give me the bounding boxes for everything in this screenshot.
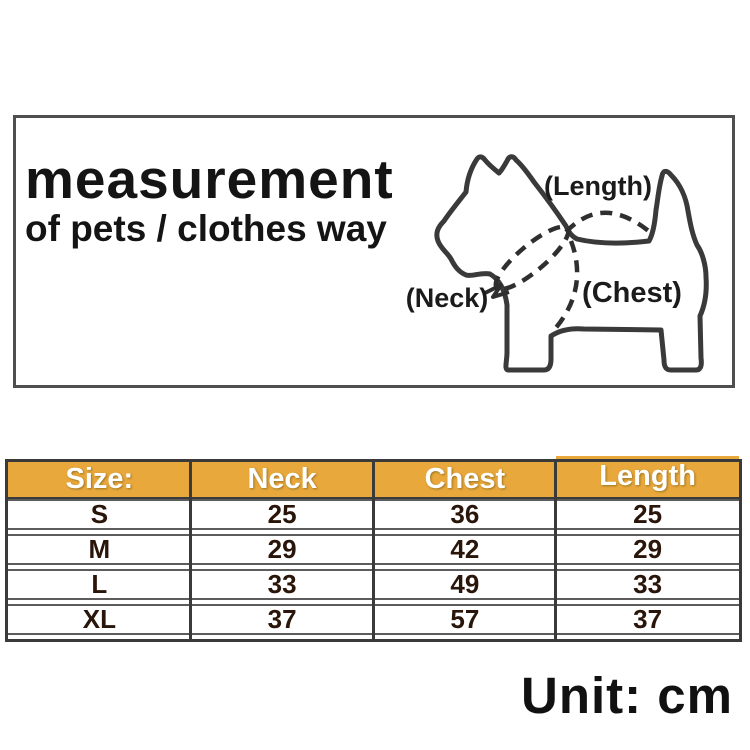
table-cell-size: XL — [82, 604, 116, 634]
header-cell-chest: Chest — [373, 462, 557, 497]
table-cell-chest: 36 — [450, 499, 480, 529]
chest-label: (Chest) — [582, 277, 682, 309]
table-cell-length: 29 — [633, 534, 663, 564]
header-cell-length: Length — [556, 456, 739, 497]
length-label: (Length) — [544, 171, 652, 201]
table-cell-length: 25 — [633, 499, 663, 529]
table-cell-chest: 42 — [450, 534, 480, 564]
table-cell-length: 33 — [633, 569, 663, 599]
unit-note: Unit: cm — [521, 667, 733, 724]
table-cell-chest: 57 — [450, 604, 480, 634]
table-cell-size: S — [90, 499, 109, 529]
table-cell-length: 37 — [633, 604, 663, 634]
neck-label: (Neck) — [406, 283, 489, 313]
header-cell-size: Size: — [8, 462, 191, 497]
table-cell-size: L — [91, 569, 108, 599]
table-cell-neck: 37 — [267, 604, 297, 634]
panel-title: measurement — [25, 148, 394, 210]
table-cell-neck: 25 — [267, 499, 297, 529]
table-cell-size: M — [88, 534, 111, 564]
column-divider — [188, 462, 192, 639]
neck-line-end-hook — [484, 283, 510, 299]
chest-measure-line — [552, 240, 580, 332]
table-cell-neck: 29 — [267, 534, 297, 564]
table-cell-neck: 33 — [267, 569, 297, 599]
dog-measurement-diagram: (Length) (Neck) (Chest) — [406, 154, 709, 373]
size-chart-table: Size: Neck Chest Length S 25 36 25 M 29 … — [5, 456, 742, 642]
dog-outline-icon — [434, 154, 709, 373]
column-divider — [371, 462, 375, 639]
table-cell-chest: 49 — [450, 569, 480, 599]
panel-subtitle: of pets / clothes way — [25, 208, 387, 249]
length-measure-line — [564, 210, 653, 235]
column-divider — [554, 462, 558, 639]
header-cell-neck: Neck — [190, 462, 374, 497]
